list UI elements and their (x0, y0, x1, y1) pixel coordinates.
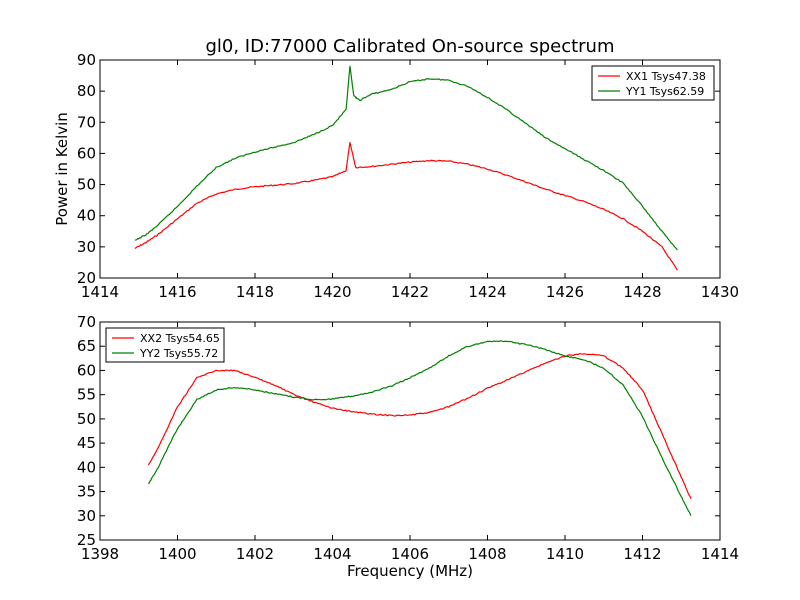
y-tick-label: 40 (77, 458, 96, 476)
y-tick-label: 30 (77, 238, 96, 256)
y-tick-label: 90 (77, 51, 96, 69)
series-line (134, 65, 678, 251)
top-series-lines (134, 65, 678, 271)
legend-label: XX1 Tsys47.38 (626, 70, 706, 83)
y-tick-label: 40 (77, 207, 96, 225)
bottom-axis-ticks: 1398 1400 1402 1404 1406 1408 1410 1412 1414 25 30… (77, 313, 739, 563)
x-tick-label: 1424 (468, 283, 506, 301)
x-tick-label: 1412 (623, 545, 661, 563)
top-plot-frame (99, 59, 721, 279)
x-tick-label: 1420 (313, 283, 351, 301)
y-tick-label: 65 (77, 337, 96, 355)
x-tick-label: 1408 (468, 545, 506, 563)
x-tick-label: 1400 (158, 545, 196, 563)
top-plot-panel: gl0, ID:77000 Calibrated On-source spect… (53, 36, 739, 301)
top-y-axis-label: Power in Kelvin (53, 112, 71, 226)
top-axis-ticks: 1414 1416 1418 1420 1422 1424 1426 1428 1430 20 30… (77, 51, 739, 301)
x-tick-label: 1416 (158, 283, 196, 301)
y-tick-label: 50 (77, 176, 96, 194)
legend-label: YY1 Tsys62.59 (625, 85, 704, 98)
y-tick-label: 80 (77, 82, 96, 100)
y-tick-label: 35 (77, 483, 96, 501)
chart-title: gl0, ID:77000 Calibrated On-source spect… (205, 36, 614, 57)
x-tick-label: 1422 (391, 283, 429, 301)
x-tick-label: 1428 (623, 283, 661, 301)
y-tick-label: 55 (77, 386, 96, 404)
x-tick-label: 1430 (701, 283, 739, 301)
series-line (147, 353, 692, 500)
legend-label: YY2 Tsys55.72 (139, 347, 218, 360)
legend-box (105, 327, 225, 363)
y-tick-label: 60 (77, 144, 96, 162)
bottom-legend: XX2 Tsys54.65 YY2 Tsys55.72 (105, 327, 225, 363)
x-tick-label: 1418 (236, 283, 274, 301)
legend-box (591, 65, 715, 101)
x-tick-label: 1410 (546, 545, 584, 563)
y-tick-label: 50 (77, 410, 96, 428)
x-tick-label: 1414 (81, 283, 119, 301)
series-line (147, 340, 692, 517)
y-tick-label: 20 (77, 269, 96, 287)
x-axis-label: Frequency (MHz) (347, 562, 473, 580)
legend-label: XX2 Tsys54.65 (140, 332, 220, 345)
top-legend: XX1 Tsys47.38 YY1 Tsys62.59 (591, 65, 715, 101)
x-tick-label: 1406 (391, 545, 429, 563)
y-tick-label: 30 (77, 507, 96, 525)
x-tick-label: 1414 (701, 545, 739, 563)
x-tick-label: 1402 (236, 545, 274, 563)
series-line (134, 141, 678, 271)
bottom-plot-frame (99, 321, 721, 541)
x-tick-label: 1426 (546, 283, 584, 301)
y-tick-label: 25 (77, 531, 96, 549)
y-tick-label: 60 (77, 361, 96, 379)
bottom-series-lines (147, 340, 692, 517)
bottom-plot-panel: Frequency (MHz) 1398 1400 1402 1404 1406 1408… (77, 313, 739, 580)
x-tick-label: 1398 (81, 545, 119, 563)
x-tick-label: 1404 (313, 545, 351, 563)
y-tick-label: 70 (77, 313, 96, 331)
y-tick-label: 45 (77, 434, 96, 452)
y-tick-label: 70 (77, 113, 96, 131)
